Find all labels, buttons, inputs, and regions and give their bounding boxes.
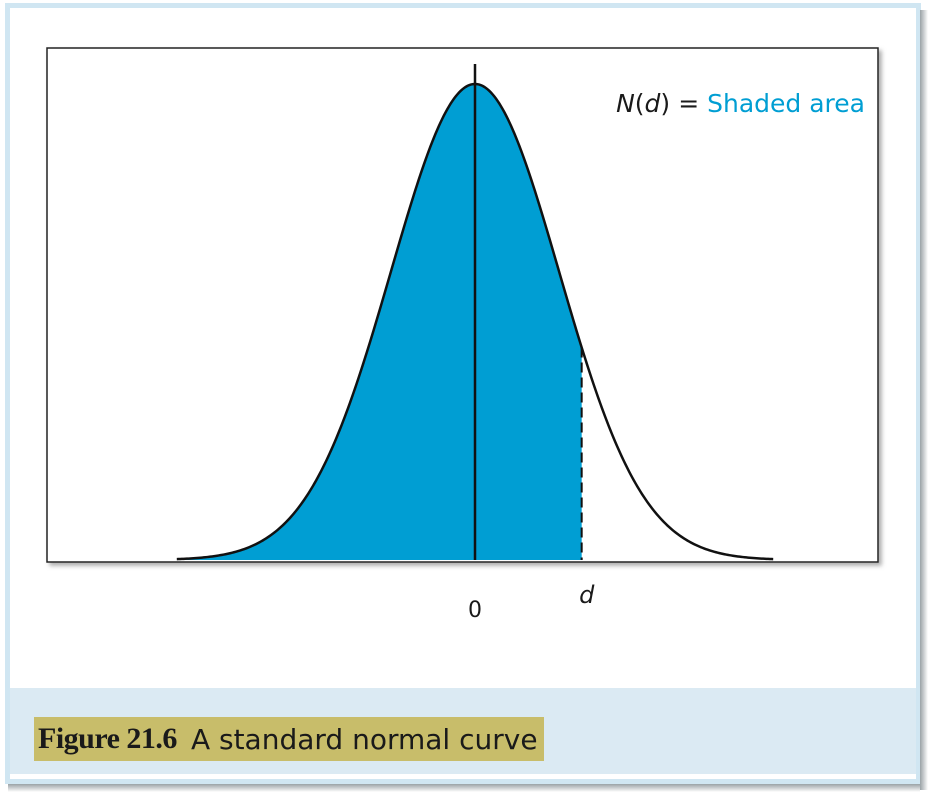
tick-label-d: d: [579, 581, 595, 609]
annotation-paren-close: ): [660, 89, 670, 118]
figure-caption: Figure 21.6 A standard normal curve: [34, 717, 544, 761]
figure-title: A standard normal curve: [190, 722, 538, 756]
annotation-variable: d: [645, 89, 661, 118]
figure-shadow-bottom: [8, 784, 920, 792]
shaded-area-annotation: N(d) = Shaded area: [616, 89, 865, 118]
annotation-function: N: [616, 89, 635, 118]
annotation-equals: =: [678, 89, 699, 118]
normal-curve-chart: 0 d N(d) = Shaded area: [46, 47, 879, 623]
annotation-highlight: Shaded area: [707, 89, 865, 118]
figure-shadow-right: [920, 10, 928, 790]
figure-label: Figure 21.6: [38, 722, 177, 755]
shaded-area: [180, 84, 582, 561]
annotation-paren-open: (: [635, 89, 645, 118]
tick-label-zero: 0: [468, 598, 482, 623]
